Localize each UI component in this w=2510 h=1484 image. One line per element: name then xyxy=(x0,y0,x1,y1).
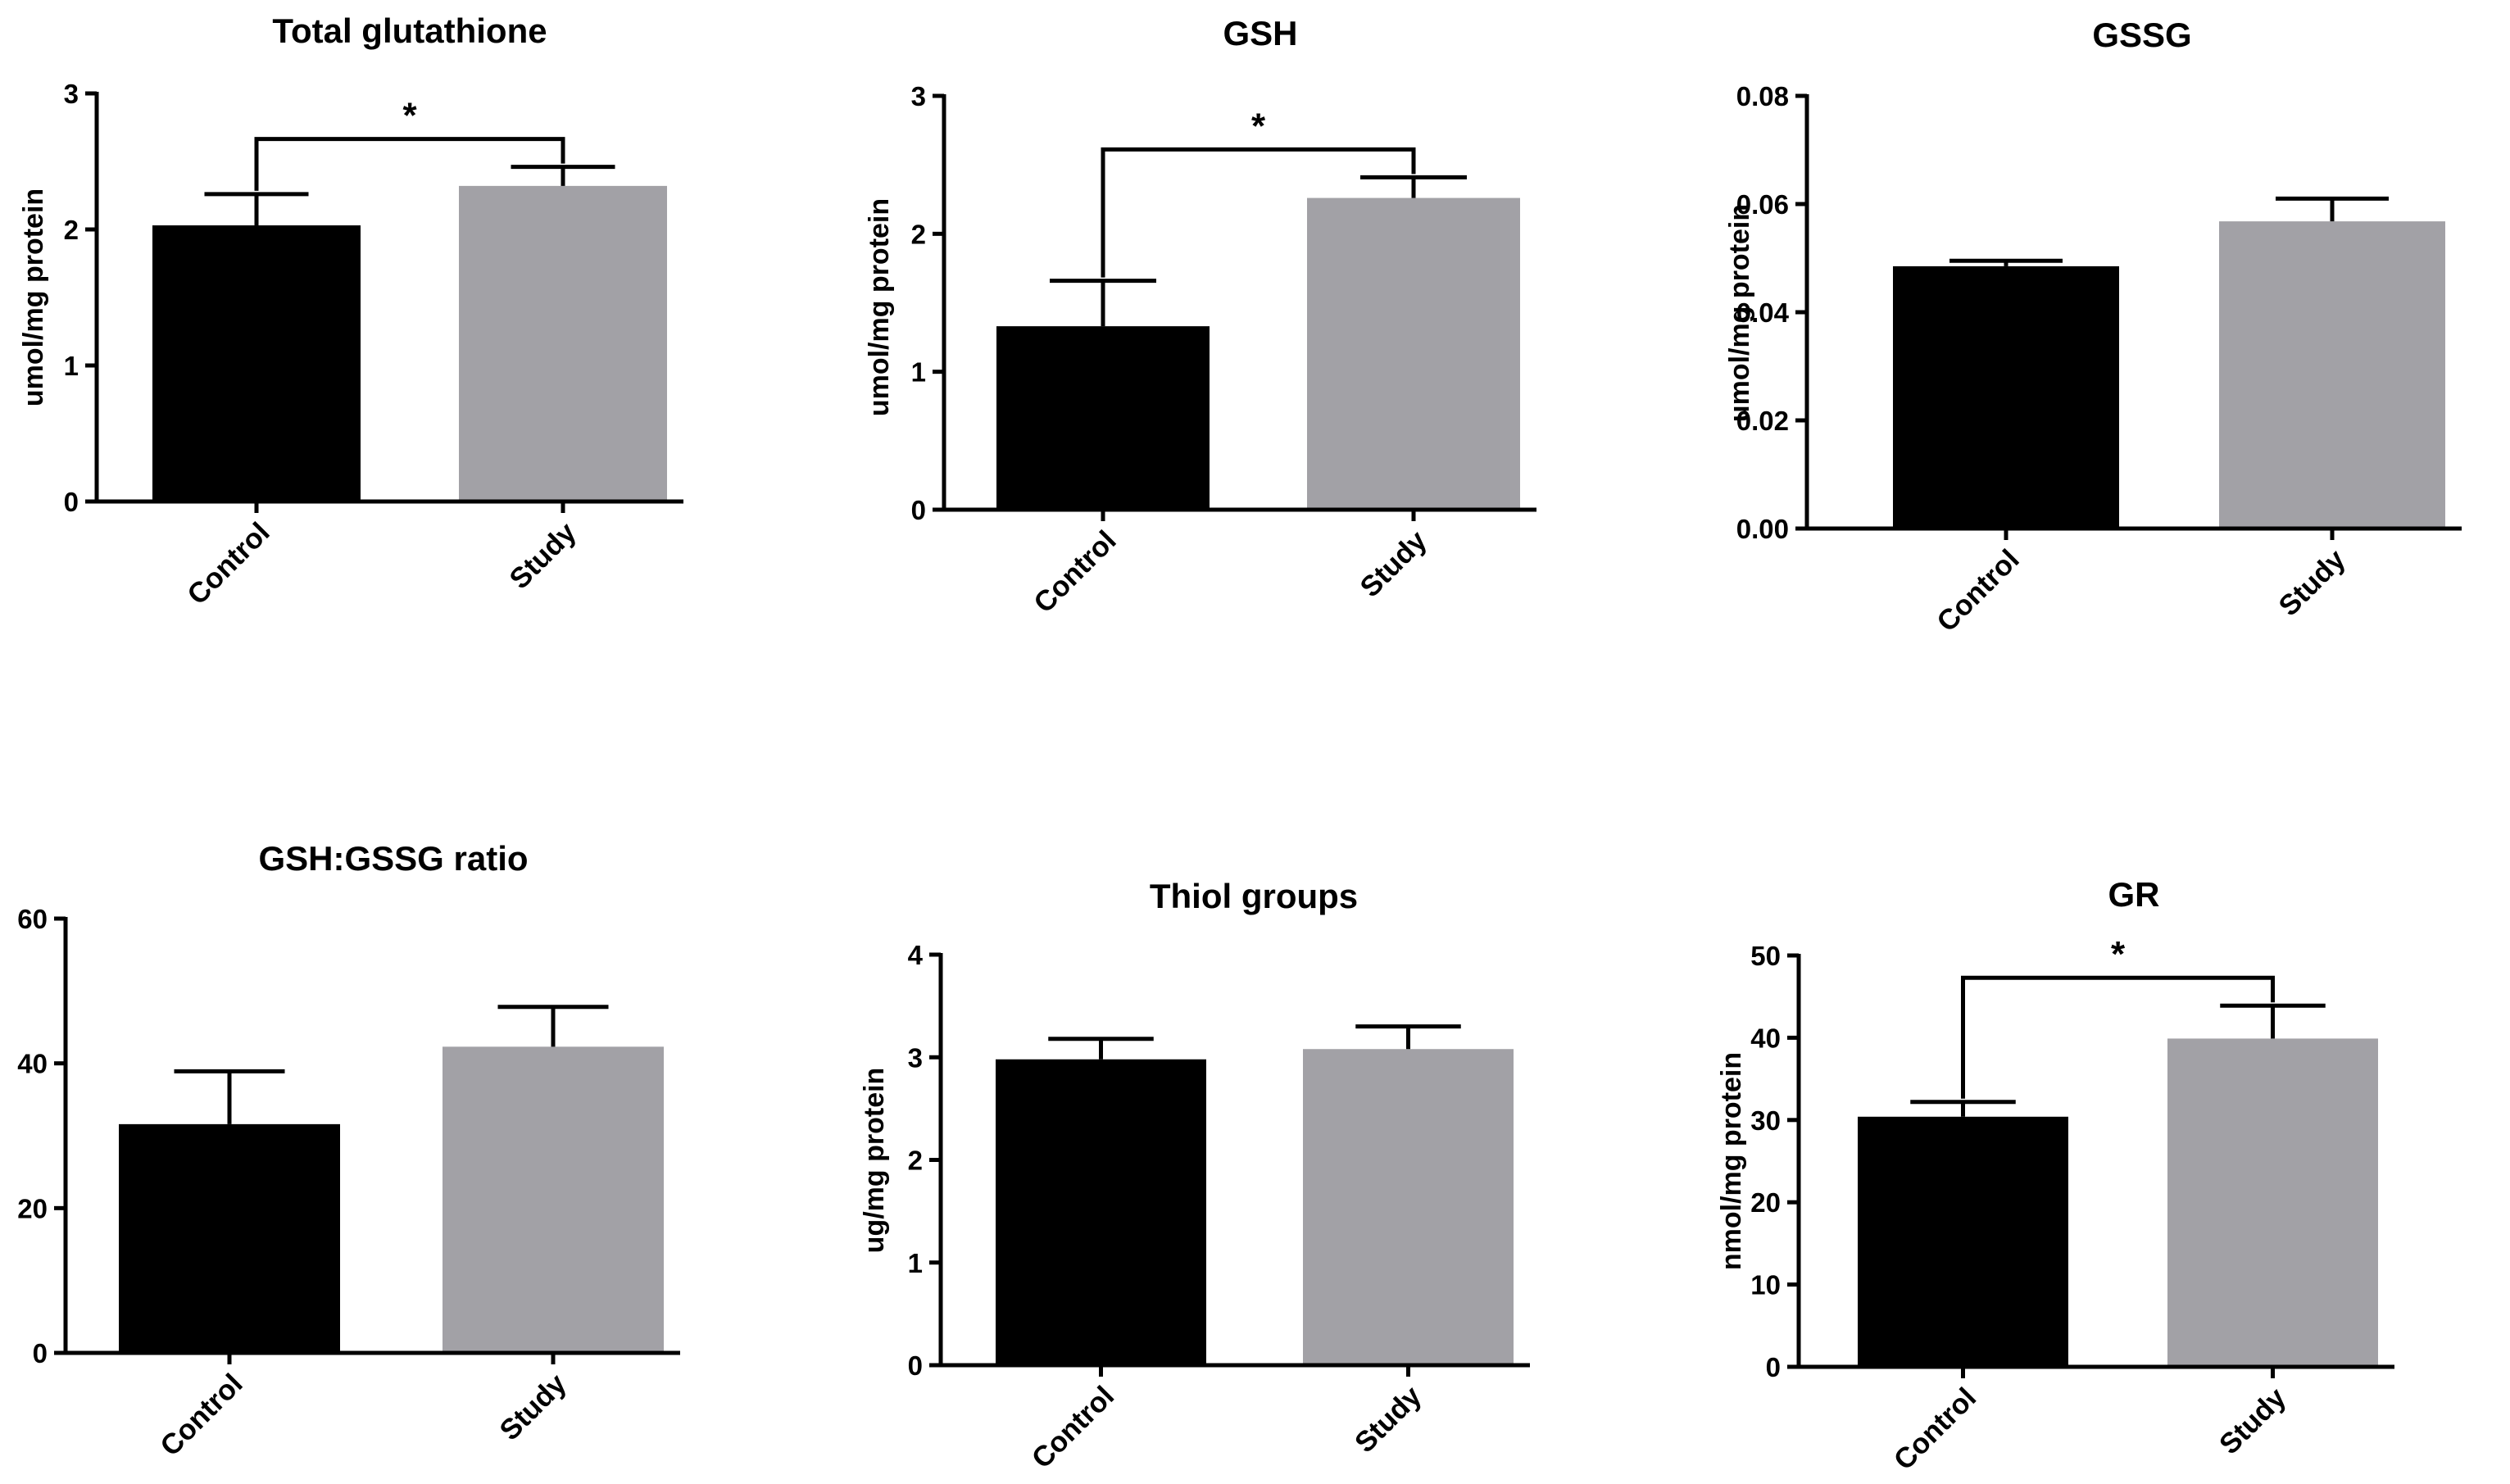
significance-bracket xyxy=(254,137,565,191)
panel-gsh: GSH umol/mg protein 0 1 2 3 Control Study * xyxy=(864,14,1536,619)
category-label-control: Control xyxy=(1026,1380,1121,1475)
bar-study xyxy=(1307,197,1520,511)
y-tick-label: 4 xyxy=(908,940,924,970)
panel-gr: GR nmol/mg protein 0 10 20 30 40 50 Control Study… xyxy=(1716,875,2394,1477)
y-tick-label: 0.02 xyxy=(1736,406,1789,436)
y-tick-label: 0.06 xyxy=(1736,189,1789,220)
y-tick-label: 0.04 xyxy=(1736,297,1790,328)
y-tick-label: 0 xyxy=(1766,1352,1781,1382)
bar-control xyxy=(996,326,1210,510)
significance-star: * xyxy=(1251,106,1266,146)
y-tick-label: 2 xyxy=(64,215,79,245)
y-axis-label: nmol/mg protein xyxy=(1716,1052,1747,1270)
y-tick-label: 40 xyxy=(1750,1023,1781,1053)
category-label-study: Study xyxy=(1349,1380,1428,1459)
significance-star: * xyxy=(2111,934,2126,974)
y-tick-label: 0.00 xyxy=(1736,514,1789,544)
y-tick-label: 3 xyxy=(64,79,79,109)
category-label-control: Control xyxy=(1888,1382,1983,1477)
category-label-study: Study xyxy=(2272,543,2352,623)
significance-bracket xyxy=(1101,147,1416,278)
y-tick-label: 10 xyxy=(1750,1270,1781,1300)
panel-gsh-gssg-ratio: GSH:GSSG ratio 0 20 40 60 Control Study xyxy=(17,839,680,1463)
y-tick-label: 20 xyxy=(17,1193,48,1223)
bar-control xyxy=(119,1123,340,1353)
bar-study xyxy=(443,1046,664,1353)
category-label-control: Control xyxy=(1931,543,2026,638)
bar-study xyxy=(2167,1038,2378,1367)
y-tick-label: 3 xyxy=(908,1042,923,1073)
y-tick-label: 20 xyxy=(1750,1187,1781,1218)
category-label-study: Study xyxy=(493,1368,573,1447)
bar-study xyxy=(459,185,667,501)
bar-study xyxy=(2219,221,2445,529)
chart-title: Total glutathione xyxy=(272,11,547,50)
chart-title: Thiol groups xyxy=(1150,877,1358,915)
y-tick-label: 3 xyxy=(911,81,926,111)
panel-gssg: GSSG umol/mg protein 0.00 0.02 0.04 0.06 0.08 C… xyxy=(1724,16,2462,638)
y-tick-label: 0 xyxy=(911,495,926,525)
bar-control xyxy=(996,1059,1206,1365)
y-axis-label: umol/mg protein xyxy=(18,188,49,406)
y-tick-label: 2 xyxy=(908,1146,923,1176)
category-label-control: Control xyxy=(154,1368,249,1463)
category-label-study: Study xyxy=(1354,524,1433,604)
bar-control xyxy=(1858,1116,2068,1367)
significance-star: * xyxy=(402,96,417,136)
chart-title: GSH:GSSG ratio xyxy=(258,839,528,878)
panel-total-glutathione: Total glutathione umol/mg protein 0 1 2 3 Cont… xyxy=(18,11,683,611)
y-tick-label: 0 xyxy=(64,487,79,517)
y-tick-label: 0 xyxy=(908,1350,923,1381)
y-tick-label: 0.08 xyxy=(1736,81,1789,111)
y-tick-label: 60 xyxy=(17,904,48,934)
y-tick-label: 2 xyxy=(911,219,926,249)
chart-title: GSH xyxy=(1223,14,1297,52)
bar-control xyxy=(1893,265,2119,529)
y-tick-label: 0 xyxy=(33,1338,48,1368)
bar-study xyxy=(1303,1049,1514,1365)
chart-title: GSSG xyxy=(2092,16,2191,54)
y-tick-label: 30 xyxy=(1750,1105,1781,1136)
bar-control xyxy=(152,225,361,501)
y-axis-label: umol/mg protein xyxy=(864,198,895,416)
y-axis-label: ug/mg protein xyxy=(859,1068,890,1254)
category-label-study: Study xyxy=(2213,1382,2293,1461)
panel-thiol-groups: Thiol groups ug/mg protein 0 1 2 3 4 Control Stu… xyxy=(859,877,1530,1475)
y-axis-label: umol/mg protein xyxy=(1724,204,1755,422)
y-tick-label: 1 xyxy=(64,351,79,381)
y-tick-label: 1 xyxy=(908,1248,923,1278)
chart-title: GR xyxy=(2108,875,2160,914)
category-label-control: Control xyxy=(181,516,276,611)
y-tick-label: 1 xyxy=(911,357,926,388)
significance-bracket xyxy=(1961,975,2275,1099)
y-tick-label: 40 xyxy=(17,1049,48,1079)
y-tick-label: 50 xyxy=(1750,941,1781,971)
category-label-study: Study xyxy=(503,516,583,596)
category-label-control: Control xyxy=(1028,524,1123,619)
